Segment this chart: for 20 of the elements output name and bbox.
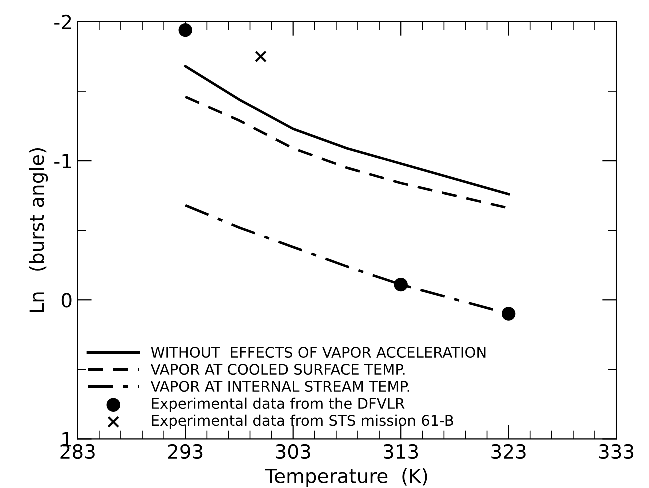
legend-label: Experimental data from STS mission 61-B [152, 414, 454, 429]
point [502, 307, 516, 321]
x-tick-label: 313 [384, 444, 418, 460]
legend-label: Experimental data from the DFVLR [152, 398, 405, 412]
y-axis-title: Ln (burst angle) [29, 148, 48, 312]
y-tick-label: -1 [54, 154, 72, 168]
point [178, 23, 192, 38]
x-tick-label: 323 [492, 444, 526, 460]
y-tick-label: -2 [54, 14, 72, 30]
line-series [184, 65, 510, 196]
x-tick-label: 303 [276, 444, 310, 460]
x-tick-label: 293 [168, 444, 203, 460]
legend-label: VAPOR AT INTERNAL STREAM TEMP. [150, 381, 410, 392]
x-tick-label: 333 [599, 444, 634, 460]
point [255, 50, 267, 63]
y-tick-label: 0 [62, 293, 72, 308]
x-axis-title: Temperature (K) [265, 468, 428, 488]
point [394, 278, 408, 292]
legend-label: WITHOUT EFFECTS OF VAPOR ACCELERATION [151, 347, 486, 358]
legend-label: VAPOR AT COOLED SURFACE TEMP. [150, 364, 405, 376]
